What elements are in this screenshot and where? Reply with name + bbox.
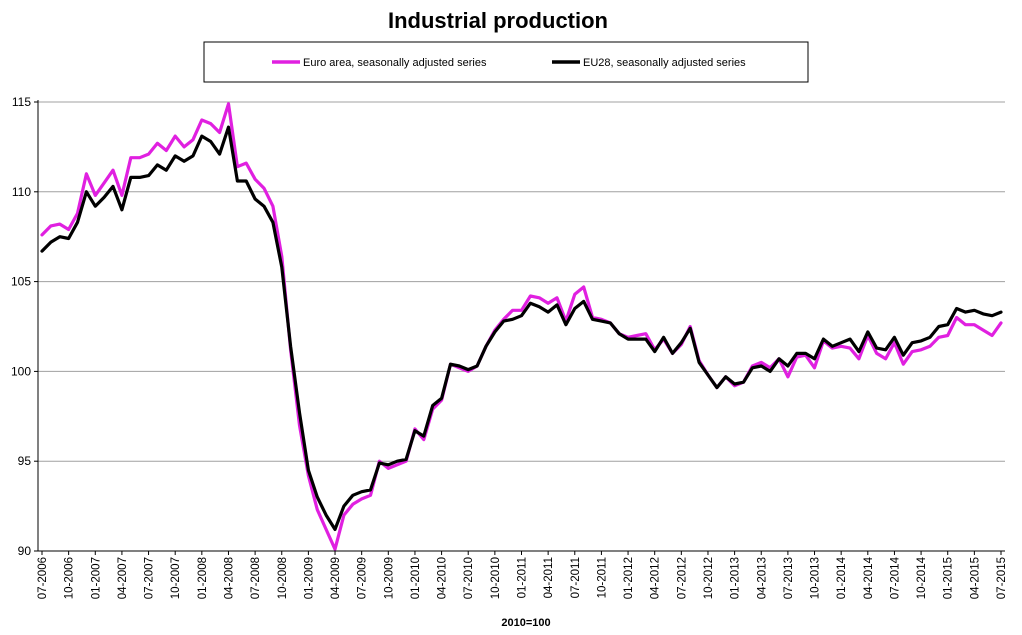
x-tick-label-10-2009: 10-2009 <box>383 557 395 599</box>
x-tick-label-07-2011: 07-2011 <box>570 557 582 598</box>
x-tick-label-07-2014: 07-2014 <box>889 556 901 599</box>
legend-label-euro-area: Euro area, seasonally adjusted series <box>303 57 487 69</box>
x-tick-label-01-2008: 01-2008 <box>197 557 209 599</box>
x-tick-label-01-2012: 01-2012 <box>623 557 635 599</box>
legend-label-eu28: EU28, seasonally adjusted series <box>583 57 746 69</box>
x-tick-label-01-2015: 01-2015 <box>943 557 955 599</box>
series-line-eu28 <box>40 125 1003 532</box>
x-tick-label-04-2012: 04-2012 <box>650 557 662 599</box>
x-tick-label-10-2014: 10-2014 <box>916 556 928 599</box>
y-tick-label-90: 90 <box>18 544 32 558</box>
y-axis-ticks: 90 95 100 105 110 115 <box>11 95 38 558</box>
x-tick-label-01-2007: 01-2007 <box>90 557 102 599</box>
x-tick-label-10-2012: 10-2012 <box>703 557 715 599</box>
x-tick-label-07-2013: 07-2013 <box>783 557 795 599</box>
x-tick-label-04-2011: 04-2011 <box>543 557 555 598</box>
x-tick-label-07-2006: 07-2006 <box>37 557 49 599</box>
x-tick-label-07-2015: 07-2015 <box>996 557 1008 599</box>
y-tick-label-105: 105 <box>11 275 31 289</box>
x-tick-label-04-2010: 04-2010 <box>437 557 449 599</box>
y-tick-label-115: 115 <box>12 95 31 109</box>
x-axis-title: 2010=100 <box>501 617 550 629</box>
x-tick-label-04-2007: 04-2007 <box>117 557 129 599</box>
chart-title: Industrial production <box>388 8 608 33</box>
x-tick-label-04-2009: 04-2009 <box>330 557 342 599</box>
x-tick-label-01-2013: 01-2013 <box>730 557 742 599</box>
gridlines <box>38 101 1005 462</box>
x-tick-label-10-2008: 10-2008 <box>277 557 289 599</box>
x-tick-label-01-2014: 01-2014 <box>836 556 848 599</box>
x-tick-label-04-2008: 04-2008 <box>223 557 235 599</box>
x-tick-label-07-2008: 07-2008 <box>250 557 262 599</box>
x-tick-label-07-2009: 07-2009 <box>357 557 369 599</box>
x-tick-label-07-2010: 07-2010 <box>463 557 475 599</box>
y-tick-label-110: 110 <box>12 185 31 199</box>
y-tick-label-95: 95 <box>18 454 32 468</box>
x-tick-label-10-2013: 10-2013 <box>810 557 822 599</box>
legend: Euro area, seasonally adjusted series EU… <box>203 41 809 83</box>
series-lines <box>40 102 1003 551</box>
x-tick-label-10-2010: 10-2010 <box>490 557 502 599</box>
x-tick-label-10-2006: 10-2006 <box>64 557 76 599</box>
x-tick-label-01-2010: 01-2010 <box>410 557 422 599</box>
x-tick-label-10-2011: 10-2011 <box>596 557 608 598</box>
x-tick-label-01-2011: 01-2011 <box>517 557 529 598</box>
series-line-euro-area <box>40 102 1003 551</box>
legend-box <box>203 41 809 83</box>
x-tick-label-07-2007: 07-2007 <box>144 557 156 599</box>
x-tick-label-04-2014: 04-2014 <box>863 556 875 599</box>
x-tick-label-01-2009: 01-2009 <box>303 557 315 599</box>
y-tick-label-100: 100 <box>11 364 31 378</box>
x-tick-label-04-2013: 04-2013 <box>756 557 768 599</box>
x-axis-ticks: 07-2006 10-2006 01-2007 04-2007 07-2007 10-20… <box>37 551 1008 599</box>
x-tick-label-10-2007: 10-2007 <box>170 557 182 599</box>
x-tick-label-07-2012: 07-2012 <box>676 557 688 599</box>
x-tick-label-04-2015: 04-2015 <box>969 557 981 599</box>
